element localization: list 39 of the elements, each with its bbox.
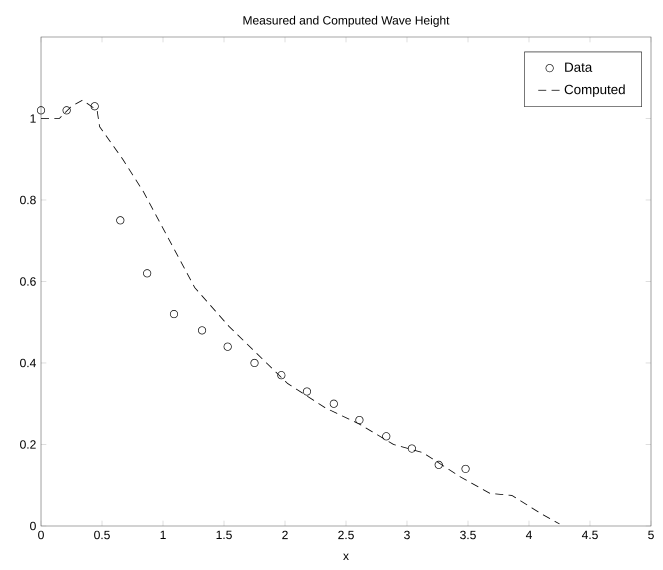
point [434, 460, 443, 469]
point [330, 400, 338, 408]
point [170, 310, 178, 318]
x-axis-title: x [343, 554, 349, 560]
x-tick-label: 2 [282, 530, 288, 540]
point [143, 269, 152, 278]
point [116, 216, 124, 224]
x-tick-label: 4 [526, 530, 532, 539]
x-tick-label: 3.5 [460, 530, 476, 540]
point [90, 102, 99, 110]
x-tick-label: 0.5 [94, 530, 110, 540]
y-tick-label: 0.4 [20, 358, 36, 368]
y-tick-label: 0.2 [20, 440, 36, 449]
point [408, 444, 416, 453]
point [250, 358, 259, 368]
point [224, 342, 232, 351]
line-series [41, 100, 560, 524]
y-tick-label: 1 [30, 114, 36, 123]
point [198, 326, 206, 334]
point [461, 464, 470, 474]
x-tick-label: 4.5 [582, 530, 598, 540]
point [36, 106, 46, 114]
x-tick-label: 1.5 [216, 530, 232, 540]
x-tick-label: 1 [160, 530, 166, 539]
y-tick-label: 0 [30, 522, 36, 530]
x-tick-label: 5 [648, 530, 654, 540]
x-tick-label: 2.5 [338, 530, 354, 540]
y-tick-label: 0.6 [20, 277, 36, 286]
legend-label: Data [565, 62, 592, 72]
point [382, 432, 390, 440]
point [62, 106, 71, 114]
x-tick-label: 3 [404, 530, 410, 540]
point [302, 387, 312, 396]
point [355, 416, 364, 424]
x-tick-label: 0 [38, 530, 44, 540]
y-tick-label: 0.8 [20, 196, 36, 204]
legend-label: Computed [564, 84, 625, 97]
point [277, 371, 286, 380]
chart-title: Measured and Computed Wave Height [243, 16, 450, 27]
